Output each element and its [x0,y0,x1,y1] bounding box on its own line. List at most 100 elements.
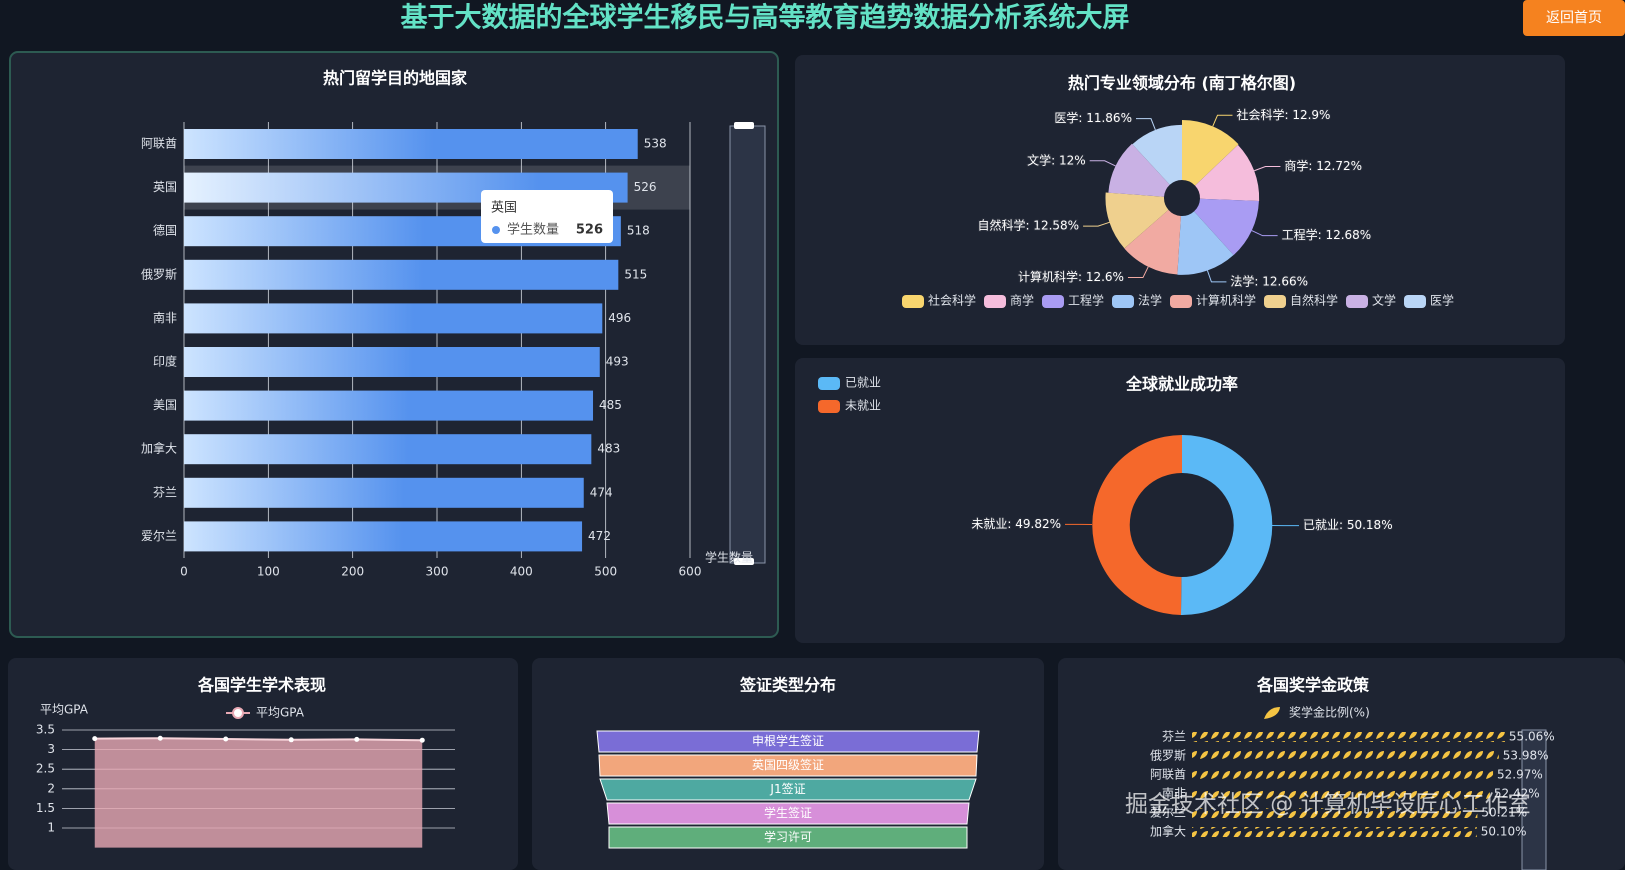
pictorial-bar [1192,789,1490,799]
zoom-slider[interactable] [1521,729,1547,870]
home-button[interactable] [1523,0,1625,36]
data-label: 计算机科学: 12.6% [1018,269,1124,284]
tooltip-title: 英国 [491,201,517,216]
point [92,736,98,742]
bar [184,434,592,465]
y-tick-label: 俄罗斯 [1150,749,1186,763]
legend-label: 社会科学 [928,293,976,308]
value-label: 485 [599,398,622,412]
chart-title: 全球就业成功率 [1125,375,1238,394]
bar [184,390,594,421]
x-tick-label: 600 [679,565,702,579]
label-line [1127,266,1149,279]
y-tick-label: 爱尔兰 [141,528,177,543]
legend-icon [1346,295,1368,308]
legend-icon [1404,295,1426,308]
chart-title: 热门留学目的地国家 [323,69,468,88]
zoom-handle[interactable] [734,122,754,129]
label-line [1251,230,1278,237]
legend-dot [232,707,244,719]
pictorial-bar [1192,808,1478,818]
bar [184,521,583,552]
x-tick-label: 500 [594,565,617,579]
legend-icon [818,377,840,390]
y-axis-label: 平均GPA [40,703,89,717]
point [288,737,294,743]
label-line [1083,221,1110,227]
y-tick-label: 1.5 [36,801,55,815]
legend-label: 工程学 [1068,293,1104,308]
label-line [1135,118,1156,131]
bar [184,477,584,508]
area [94,738,423,848]
legend-icon [984,295,1006,308]
charts: 热门留学目的地国家 0 100 200 300 400 500 600 阿联酋 538 英国 526 德… [36,69,1555,849]
zoom-handle[interactable] [734,558,754,565]
rose-slice [1194,198,1259,256]
home-button-label[interactable]: 返回首页 [1546,10,1602,26]
y-tick-label: 南非 [153,310,177,325]
y-tick-label: 1 [47,821,55,835]
y-tick-label: 德国 [153,223,177,238]
y-tick-label: 英国 [153,180,177,194]
legend-icon [902,295,924,308]
legend-label: 已就业 [845,376,881,390]
legend-icon [1170,295,1192,308]
zoom-slider[interactable] [729,125,766,564]
legend-icon [1042,295,1064,308]
y-tick-label: 加拿大 [141,441,177,456]
legend-label: 奖学金比例(%) [1289,705,1370,720]
value-label: 526 [634,180,657,194]
legend-icon [1264,295,1286,308]
bar [184,259,619,290]
chart-title: 签证类型分布 [739,676,836,695]
y-tick-label: 芬兰 [1162,730,1186,744]
y-tick-label: 美国 [153,398,177,412]
y-tick-label: 芬兰 [153,485,177,499]
data-label: 工程学: 12.68% [1282,227,1372,242]
y-tick-label: 3 [47,742,55,756]
rose-slice [1124,209,1181,275]
value-label: 50.21% [1481,806,1527,820]
donut-slice [1180,434,1273,615]
x-tick-label: 0 [180,565,188,579]
tooltip-dot [492,226,500,234]
x-tick-label: 100 [257,565,280,579]
value-label: 474 [590,485,613,499]
bar [184,347,600,377]
funnel-segment [606,802,970,825]
data-label: 社会科学: 12.9% [1236,107,1330,122]
y-tick-label: 俄罗斯 [141,267,177,281]
chart-title: 各国奖学金政策 [1256,676,1370,695]
rose-slice [1177,211,1234,275]
value-label: 52.42% [1494,787,1540,801]
legend-icon [818,400,840,413]
funnel-label: 学习许可 [764,829,812,844]
label-line [1206,270,1227,283]
pictorial-bar [1192,751,1499,761]
funnel-segment [596,730,980,753]
value-label: 53.98% [1503,749,1549,763]
y-tick-label: 3.5 [36,723,55,737]
tooltip-name: 学生数量 [507,222,559,238]
value-label: 515 [624,267,647,281]
value-label: 55.06% [1509,730,1555,744]
legend-label: 未就业 [845,399,881,413]
data-label: 未就业: 49.82% [971,517,1061,531]
chart-title: 各国学生学术表现 [197,676,326,695]
y-tick-label: 2 [47,781,55,795]
y-tick-label: 阿联酋 [141,136,177,151]
point [419,737,425,743]
label-line [1254,166,1281,172]
funnel-label: 申根学生签证 [752,733,824,748]
x-tick-label: 200 [341,565,364,579]
x-tick-label: 400 [510,565,533,579]
funnel-segment [608,826,968,849]
x-axis-label: 学生数量 [705,550,753,565]
panel [795,55,1565,345]
data-label: 自然科学: 12.58% [977,218,1079,233]
pictorial-bar [1192,732,1505,742]
legend-label: 法学 [1138,293,1162,308]
value-label: 496 [608,311,631,325]
data-label: 已就业: 50.18% [1303,518,1393,532]
